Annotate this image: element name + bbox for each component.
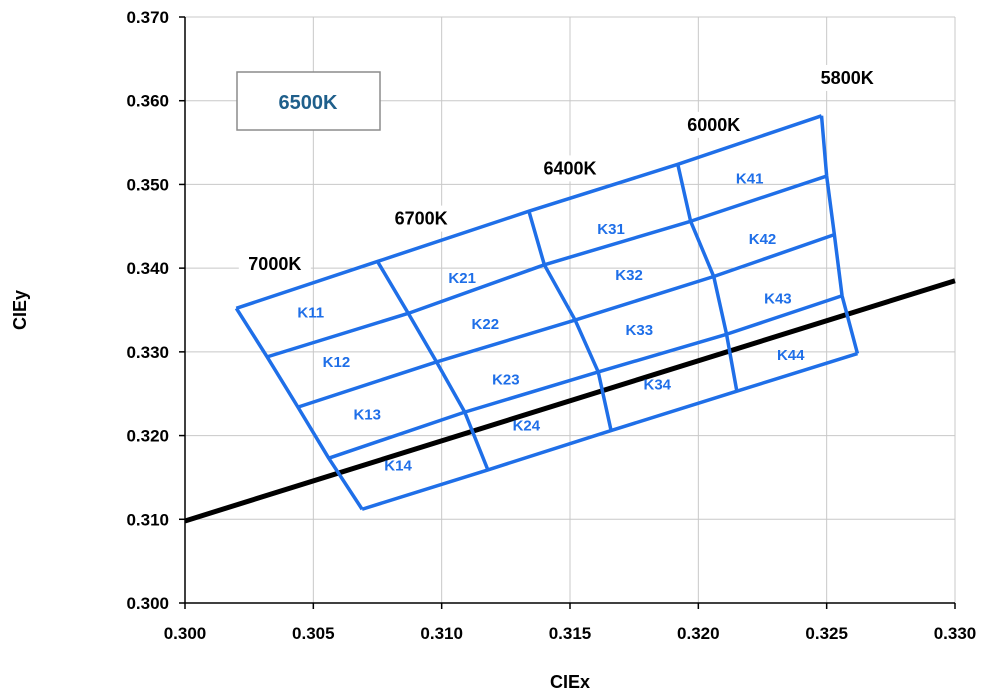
bin-label-k41: K41 <box>736 171 764 188</box>
bin-labels: K11 K12 K13 K14 K21 K22 K23 K24 K31 K32 K33 K34 K41 K… <box>297 171 805 475</box>
bin-label-k21: K21 <box>448 270 476 287</box>
cct-label-bg <box>677 111 750 138</box>
y-tick-labels: 0.300 0.310 0.320 0.330 0.340 0.350 0.360 0.370 <box>126 8 185 613</box>
y-tick-label: 0.300 <box>126 594 169 613</box>
y-tick-label: 0.330 <box>126 343 169 362</box>
bin-label-k43: K43 <box>764 290 792 307</box>
x-axis-title: CIEx <box>550 672 590 692</box>
y-tick-label: 0.310 <box>126 510 169 529</box>
bin-column-line <box>234 307 364 511</box>
x-tick-label: 0.305 <box>292 624 335 643</box>
bin-label-k31: K31 <box>597 221 625 238</box>
cct-label-7000k: 7000K <box>248 254 301 274</box>
y-tick-label: 0.350 <box>126 175 169 194</box>
cct-label-bg <box>385 205 458 232</box>
bin-label-k33: K33 <box>626 322 654 339</box>
bin-label-k12: K12 <box>323 354 351 371</box>
x-tick-label: 0.310 <box>420 624 463 643</box>
y-axis-title: CIEy <box>10 290 30 330</box>
bin-column-line <box>819 115 860 354</box>
bin-label-k23: K23 <box>492 371 520 388</box>
x-tick-label: 0.320 <box>677 624 720 643</box>
y-tick-label: 0.360 <box>126 92 169 111</box>
cct-labels: 7000K 6700K 6400K 6000K 5800K <box>238 64 884 277</box>
bin-label-k42: K42 <box>749 231 777 248</box>
cct-label-6000k: 6000K <box>687 115 740 135</box>
blackbody-locus-line <box>184 278 956 524</box>
bin-label-k14: K14 <box>384 458 412 475</box>
x-tick-label: 0.325 <box>805 624 848 643</box>
bin-column-line <box>676 163 739 392</box>
bin-label-k13: K13 <box>353 407 381 424</box>
y-tick-label: 0.320 <box>126 427 169 446</box>
y-tick-label: 0.340 <box>126 259 169 278</box>
cct-label-bg <box>534 155 606 182</box>
inset-box: 6500K <box>236 71 381 131</box>
cct-label-bg <box>811 64 884 91</box>
bin-column-line <box>527 210 613 431</box>
x-tick-label: 0.315 <box>549 624 592 643</box>
x-tick-labels: 0.300 0.305 0.310 0.315 0.320 0.325 0.330 <box>164 603 977 643</box>
cct-label-5800k: 5800K <box>821 68 874 88</box>
bin-label-k32: K32 <box>615 267 643 284</box>
cct-label-bg <box>238 250 311 277</box>
cct-label-6400k: 6400K <box>543 158 596 178</box>
bin-grid <box>234 114 860 511</box>
y-tick-label: 0.370 <box>126 8 169 27</box>
bin-label-k34: K34 <box>644 377 672 394</box>
bin-column-line <box>375 260 490 471</box>
x-tick-label: 0.330 <box>934 624 977 643</box>
inset-label: 6500K <box>279 92 338 114</box>
inset-box-frame <box>236 71 381 131</box>
bin-label-k44: K44 <box>777 347 805 364</box>
bin-label-k22: K22 <box>472 316 500 333</box>
x-tick-label: 0.300 <box>164 624 207 643</box>
bin-label-k11: K11 <box>297 305 324 322</box>
bin-label-k24: K24 <box>513 418 541 435</box>
cct-label-6700k: 6700K <box>395 209 448 229</box>
